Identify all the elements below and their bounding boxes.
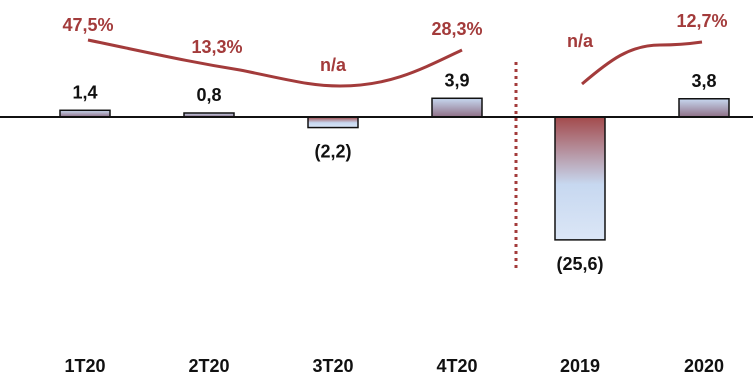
category-label-3T20: 3T20: [312, 356, 353, 376]
margin-line-layer: [87, 38, 703, 88]
labels-layer: 1,4 1T20 0,8 2T20 (2,2) 3T20 3,9 4T20 (25,6) 2019…: [62, 11, 727, 376]
margin-label-3T20: n/a: [320, 55, 347, 75]
value-label-2019: (25,6): [556, 254, 603, 274]
bars-layer: [59, 97, 730, 241]
bar-2020: [678, 98, 730, 118]
category-label-2T20: 2T20: [188, 356, 229, 376]
bar-1T20: [59, 109, 111, 118]
margin-line-years: [581, 40, 703, 86]
value-label-3T20: (2,2): [314, 142, 351, 162]
value-label-1T20: 1,4: [72, 82, 97, 102]
bar-4T20: [431, 97, 483, 118]
category-label-2020: 2020: [684, 356, 724, 376]
margin-label-1T20: 47,5%: [62, 15, 113, 35]
value-label-4T20: 3,9: [444, 70, 469, 90]
bar-3T20: [307, 116, 359, 129]
margin-label-2019: n/a: [567, 31, 594, 51]
category-label-1T20: 1T20: [64, 356, 105, 376]
margin-label-4T20: 28,3%: [431, 19, 482, 39]
margin-label-2T20: 13,3%: [191, 37, 242, 57]
value-label-2020: 3,8: [691, 71, 716, 91]
category-label-2019: 2019: [560, 356, 600, 376]
bar-2019: [554, 116, 606, 241]
margin-line-quarters: [87, 38, 463, 88]
category-label-4T20: 4T20: [436, 356, 477, 376]
value-label-2T20: 0,8: [196, 85, 221, 105]
margin-label-2020: 12,7%: [676, 11, 727, 31]
